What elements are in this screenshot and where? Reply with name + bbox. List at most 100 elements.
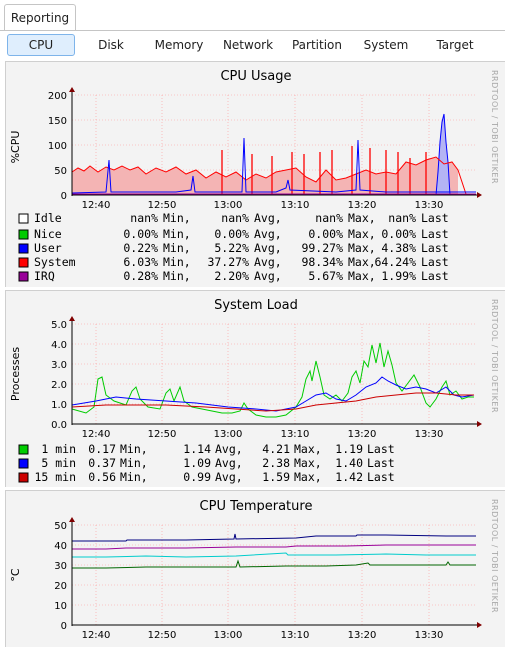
legend-label: 1 min: [41, 442, 76, 456]
legend-max-label: Max,: [294, 456, 322, 470]
tab-reporting[interactable]: Reporting: [4, 4, 76, 30]
cpu-system-spikes: [221, 146, 427, 195]
temp-x-tick: 13:10: [281, 630, 310, 641]
temp-line-3: [72, 552, 476, 558]
temp-x-tick: 13:30: [415, 630, 444, 641]
legend-avg-value: 0.00%: [214, 227, 249, 241]
cpu-x-tick: 12:40: [82, 200, 111, 211]
legend-max-label: Max,: [348, 227, 376, 241]
temp-y-tick: 20: [54, 581, 67, 592]
subtab-system[interactable]: System: [363, 38, 409, 52]
legend-swatch-system: [18, 257, 29, 268]
legend-max-label: Max,: [294, 442, 322, 456]
legend-swatch-nice: [18, 229, 29, 240]
legend-label: IRQ: [34, 269, 55, 283]
subtab-target[interactable]: Target: [436, 38, 474, 52]
temp-y-tick: 10: [54, 601, 67, 612]
legend-swatch-1min: [18, 444, 29, 455]
load-x-tick: 12:40: [82, 429, 111, 440]
legend-swatch-5min: [18, 458, 29, 469]
legend-swatch-irq: [18, 271, 29, 282]
legend-avg-value: 1.14: [183, 442, 211, 456]
legend-min-value: 0.37: [88, 456, 116, 470]
cpu-x-tick: 13:00: [214, 200, 243, 211]
legend-avg-label: Avg,: [254, 255, 282, 269]
legend-min-value: 0.22%: [123, 241, 158, 255]
legend-last-label: Last: [421, 227, 449, 241]
load-y-arrow-icon: [69, 316, 75, 321]
cpu-system-area: [72, 157, 458, 195]
legend-max-value: 98.34%: [301, 255, 343, 269]
legend-swatch-idle: [18, 213, 29, 224]
load-x-tick: 12:50: [148, 429, 177, 440]
legend-max-value: 0.00%: [308, 227, 343, 241]
load-15min-line: [71, 392, 474, 412]
legend-last-value: nan%: [388, 211, 416, 225]
subtab-network[interactable]: Network: [222, 38, 274, 52]
cpu-usage-svg: CPU Usage %CPU RRDTOOL / TOBI OETIKER: [9, 69, 499, 283]
load-y-tick: 5.0: [51, 320, 67, 331]
legend-avg-label: Avg,: [254, 269, 282, 283]
cpu-usage-graph: CPU Usage %CPU RRDTOOL / TOBI OETIKER: [5, 61, 505, 287]
legend-max-value: 4.21: [262, 442, 290, 456]
legend-max-value: nan%: [315, 211, 343, 225]
legend-avg-label: Avg,: [215, 456, 243, 470]
subtab-disk[interactable]: Disk: [98, 38, 124, 52]
temp-line-4: [72, 559, 476, 569]
temp-chart-title: CPU Temperature: [200, 499, 313, 514]
legend-last-value: 1.42: [335, 470, 363, 484]
subtab-memory[interactable]: Memory: [154, 38, 204, 52]
legend-min-value: nan%: [130, 211, 158, 225]
legend-min-value: 0.00%: [123, 227, 158, 241]
temp-y-tick: 30: [54, 561, 67, 572]
legend-min-label: Min,: [163, 241, 191, 255]
subtab-cpu[interactable]: CPU: [7, 34, 75, 56]
cpu-x-tick: 12:50: [148, 200, 177, 211]
system-load-graph: System Load Processes RRDTOOL / TOBI OET…: [5, 290, 505, 487]
legend-last-label: Last: [421, 269, 449, 283]
temp-y-tick: 40: [54, 541, 67, 552]
legend-last-value: 1.99%: [381, 269, 416, 283]
system-load-svg: System Load Processes RRDTOOL / TOBI OET…: [9, 298, 499, 484]
legend-avg-value: 37.27%: [207, 255, 249, 269]
legend-avg-label: Avg,: [215, 442, 243, 456]
legend-avg-label: Avg,: [215, 470, 243, 484]
load-x-tick: 13:20: [348, 429, 377, 440]
legend-min-label: Min,: [163, 211, 191, 225]
load-y-tick: 2.0: [51, 380, 67, 391]
legend-label: User: [34, 241, 62, 255]
legend-label: 15 min: [34, 470, 76, 484]
legend-min-value: 0.17: [88, 442, 116, 456]
legend-max-value: 5.67%: [308, 269, 343, 283]
legend-max-label: Max,: [348, 269, 376, 283]
cpu-legend: [18, 213, 29, 282]
load-grid: [72, 323, 476, 424]
load-y-tick: 1.0: [51, 400, 67, 411]
legend-last-label: Last: [367, 442, 395, 456]
legend-label: 5 min: [41, 456, 76, 470]
legend-avg-label: Avg,: [254, 227, 282, 241]
cpu-x-tick: 13:10: [281, 200, 310, 211]
legend-max-value: 99.27%: [301, 241, 343, 255]
legend-label: Idle: [34, 211, 62, 225]
legend-last-label: Last: [367, 456, 395, 470]
temp-x-tick: 12:40: [82, 630, 111, 641]
subtab-partition[interactable]: Partition: [291, 38, 342, 52]
legend-last-value: 4.38%: [381, 241, 416, 255]
load-x-tick: 13:30: [415, 429, 444, 440]
temp-x-tick: 13:20: [348, 630, 377, 641]
legend-last-value: 1.19: [335, 442, 363, 456]
legend-last-label: Last: [421, 255, 449, 269]
cpu-y-arrow-icon: [69, 87, 75, 92]
legend-label: Nice: [34, 227, 62, 241]
legend-last-value: 0.00%: [381, 227, 416, 241]
load-x-tick: 13:10: [281, 429, 310, 440]
legend-avg-value: 2.20%: [214, 269, 249, 283]
legend-min-label: Min,: [120, 470, 148, 484]
temp-side-label: RRDTOOL / TOBI OETIKER: [490, 499, 499, 613]
load-x-arrow-icon: [477, 421, 482, 427]
load-chart-title: System Load: [214, 298, 298, 313]
cpu-y-tick: 100: [48, 141, 67, 152]
cpu-y-tick: 50: [54, 166, 67, 177]
legend-min-value: 0.56: [88, 470, 116, 484]
